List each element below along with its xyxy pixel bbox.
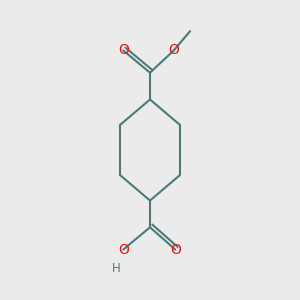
Text: O: O: [170, 243, 181, 256]
Text: O: O: [118, 44, 129, 57]
Text: H: H: [111, 262, 120, 275]
Text: O: O: [168, 44, 179, 57]
Text: O: O: [118, 243, 129, 256]
